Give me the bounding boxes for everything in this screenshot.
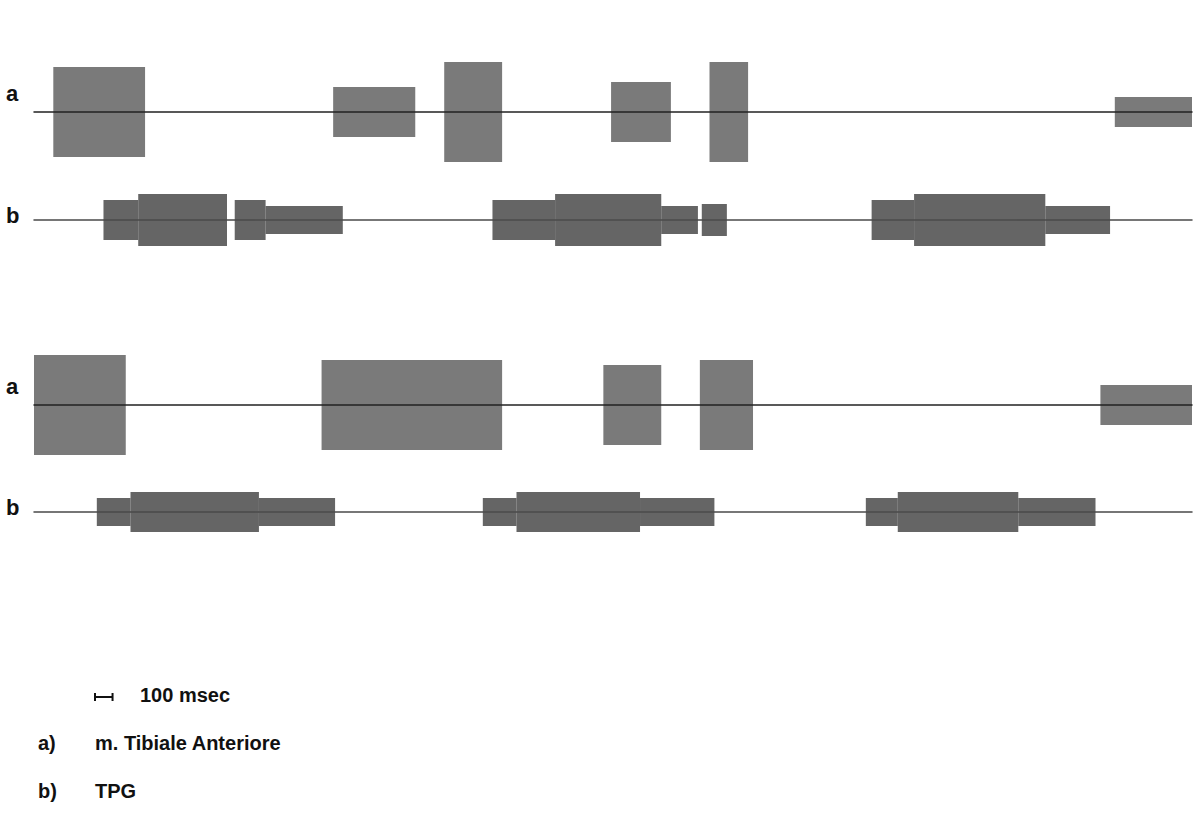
svg-text:a: a (6, 81, 19, 106)
svg-text:b): b) (38, 780, 57, 802)
svg-text:TPG: TPG (95, 780, 136, 802)
svg-text:a: a (6, 374, 19, 399)
svg-text:b: b (6, 203, 19, 228)
svg-text:100 msec: 100 msec (140, 684, 230, 706)
svg-text:m. Tibiale Anteriore: m. Tibiale Anteriore (95, 732, 281, 754)
svg-text:b: b (6, 495, 19, 520)
svg-text:a): a) (38, 732, 56, 754)
